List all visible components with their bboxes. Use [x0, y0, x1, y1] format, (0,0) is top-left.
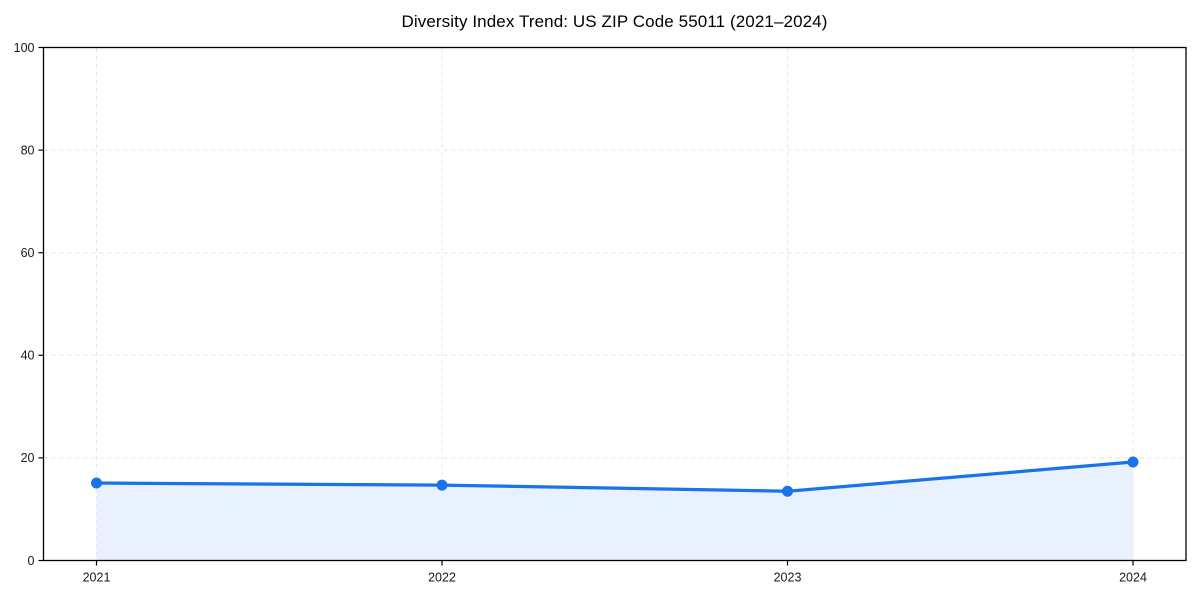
x-tick-label: 2021 — [83, 571, 111, 585]
data-point-2024 — [1127, 456, 1139, 468]
data-point-2023 — [782, 485, 793, 497]
y-tick-label: 60 — [21, 246, 35, 260]
chart-title: Diversity Index Trend: US ZIP Code 55011… — [401, 12, 828, 31]
data-point-2022 — [436, 479, 448, 491]
y-tick-label: 100 — [14, 41, 35, 55]
axis-frame — [42, 46, 1187, 562]
x-tick-label: 2024 — [1119, 571, 1147, 585]
data-point-2021 — [91, 477, 102, 489]
y-tick-label: 40 — [21, 349, 35, 363]
y-tick-label: 20 — [21, 451, 35, 465]
x-tick-label: 2023 — [774, 571, 802, 585]
x-tick-label: 2022 — [428, 571, 456, 585]
y-tick-label: 80 — [21, 143, 35, 157]
trend-line — [94, 460, 1135, 493]
area-fill — [96, 462, 1133, 561]
y-tick-label: 0 — [28, 554, 35, 568]
